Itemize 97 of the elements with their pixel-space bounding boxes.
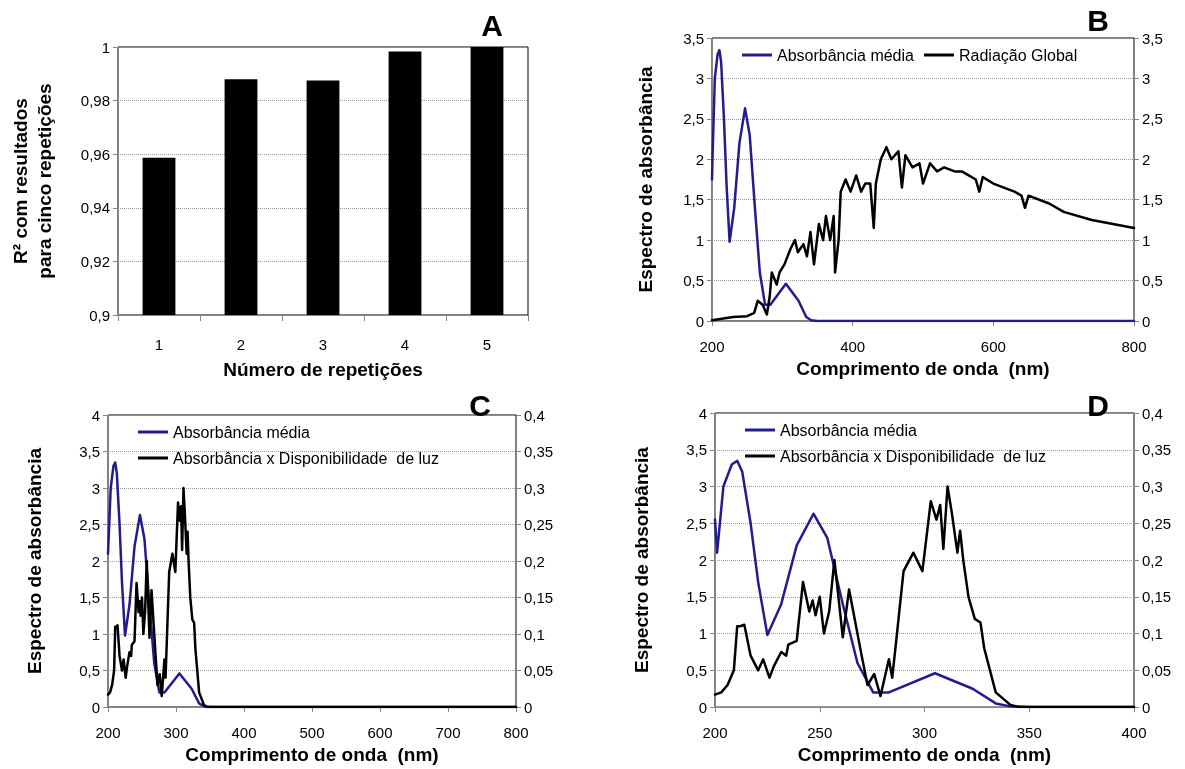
- y2-tick-label: 2: [1142, 150, 1151, 168]
- y-tick-label: 4: [698, 404, 707, 422]
- x-tick-label: 2: [236, 336, 246, 353]
- y-tick-label: 0,96: [80, 145, 110, 163]
- legend-label: Absorbância média: [777, 46, 915, 64]
- x-tick-label: 800: [1121, 338, 1147, 355]
- y-tick-label: 1,5: [686, 588, 707, 606]
- y2-tick-label: 0,4: [524, 406, 545, 424]
- x-tick-label: 600: [980, 338, 1006, 355]
- x-axis-title: Comprimento de onda (nm): [185, 743, 439, 765]
- y-tick-label: 2: [91, 552, 100, 570]
- chart-title: A: [481, 8, 504, 42]
- chart-title: D: [1087, 388, 1110, 422]
- x-tick-label: 4: [400, 336, 410, 353]
- y-tick-label: 4: [91, 406, 100, 424]
- x-axis-title: Comprimento de onda (nm): [797, 744, 1052, 765]
- x-tick-label: 200: [699, 338, 725, 355]
- y-tick-label: 1,5: [79, 589, 100, 606]
- y2-tick-label: 0,05: [524, 662, 554, 679]
- legend-label: Absorbância média: [173, 423, 311, 441]
- y-tick-label: 0: [695, 312, 704, 330]
- y2-tick-label: 0,4: [1142, 404, 1163, 422]
- x-tick-label: 400: [840, 338, 866, 355]
- y-tick-label: 2,5: [686, 514, 707, 532]
- x-tick-label: 3: [318, 336, 328, 353]
- y-tick-label: 0,92: [80, 252, 110, 270]
- y2-tick-label: 2,5: [1142, 110, 1163, 128]
- y-tick-label: 0,5: [683, 272, 704, 290]
- y-tick-label: 2,5: [79, 516, 100, 533]
- chart-title: C: [469, 388, 492, 422]
- y-tick-label: 3,5: [686, 441, 707, 459]
- y-tick-label: 3: [698, 478, 707, 496]
- y-axis-title: Espectro de absorbância: [630, 446, 652, 674]
- y-tick-label: 1: [698, 625, 707, 643]
- legend-label: Absorbância média: [780, 421, 918, 439]
- y-tick-label: 1: [101, 38, 110, 56]
- y-axis-title: R² com resultados para cinco repetições: [9, 83, 55, 279]
- x-tick-label: 300: [911, 724, 938, 742]
- legend-label: Absorbância x Disponibilidade de luz: [173, 449, 439, 467]
- x-tick-label: 1: [154, 336, 164, 353]
- x-tick-label: 250: [807, 724, 833, 742]
- y-tick-label: 0,94: [80, 199, 110, 217]
- x-tick-label: 200: [702, 724, 728, 742]
- x-tick-label: 600: [367, 724, 393, 741]
- y2-tick-label: 0,1: [1142, 625, 1163, 643]
- y2-tick-label: 0,2: [524, 552, 545, 570]
- y-tick-label: 2: [695, 150, 704, 168]
- x-tick-label: 350: [1016, 724, 1042, 742]
- x-tick-label: 300: [163, 724, 189, 741]
- y-tick-label: 0: [91, 698, 100, 716]
- x-axis-title: Comprimento de onda (nm): [796, 358, 1050, 379]
- y2-tick-label: 1,5: [1142, 191, 1163, 209]
- y-tick-label: 0: [698, 698, 707, 716]
- y2-tick-label: 0,15: [1142, 588, 1172, 606]
- y2-tick-label: 0,1: [524, 625, 545, 643]
- x-tick-label: 800: [503, 724, 529, 741]
- y-tick-label: 2: [698, 551, 707, 569]
- y2-tick-label: 0,25: [1142, 514, 1172, 532]
- y2-tick-label: 1: [1142, 231, 1151, 249]
- y-axis-title: Espectro de absorbância: [634, 66, 656, 293]
- x-tick-label: 700: [435, 724, 461, 741]
- x-tick-label: 400: [231, 724, 257, 741]
- y-tick-label: 0,9: [89, 306, 110, 324]
- y2-tick-label: 0: [524, 698, 533, 716]
- x-axis-title: Número de repetições: [223, 359, 423, 380]
- y2-tick-label: 0,3: [1142, 478, 1163, 496]
- y-tick-label: 3: [91, 479, 100, 497]
- x-tick-label: 400: [1121, 724, 1147, 742]
- y2-tick-label: 0: [1142, 698, 1151, 716]
- y2-tick-label: 0,5: [1142, 272, 1163, 290]
- x-tick-label: 5: [482, 336, 492, 353]
- y2-tick-label: 3: [1142, 69, 1151, 87]
- y2-tick-label: 0,15: [524, 589, 554, 606]
- y-tick-label: 2,5: [683, 110, 704, 128]
- y-tick-label: 3,5: [683, 29, 704, 47]
- y2-tick-label: 0,25: [524, 516, 554, 533]
- x-tick-label: 200: [95, 724, 121, 741]
- y2-tick-label: 0,2: [1142, 551, 1163, 569]
- y-tick-label: 0,5: [686, 661, 707, 679]
- x-tick-label: 500: [299, 724, 325, 741]
- legend-label: Absorbância x Disponibilidade de luz: [780, 447, 1046, 465]
- y2-tick-label: 0,35: [524, 443, 554, 460]
- y-tick-label: 1: [91, 625, 100, 643]
- y-tick-label: 3,5: [79, 443, 100, 460]
- y-axis-title: Espectro de absorbância: [23, 447, 45, 674]
- legend-label: Radiação Global: [958, 46, 1078, 64]
- chart-title: B: [1087, 3, 1110, 37]
- y-tick-label: 1: [695, 231, 704, 249]
- y-tick-label: 0,5: [79, 662, 100, 679]
- y-tick-label: 1,5: [683, 191, 704, 209]
- y2-tick-label: 0,3: [524, 479, 545, 497]
- y2-tick-label: 0,05: [1142, 661, 1172, 679]
- y-tick-label: 0,98: [80, 92, 110, 110]
- y-tick-label: 3: [695, 69, 704, 87]
- y2-tick-label: 0,35: [1142, 441, 1172, 459]
- y2-tick-label: 0: [1142, 312, 1151, 330]
- y2-tick-label: 3,5: [1142, 29, 1163, 47]
